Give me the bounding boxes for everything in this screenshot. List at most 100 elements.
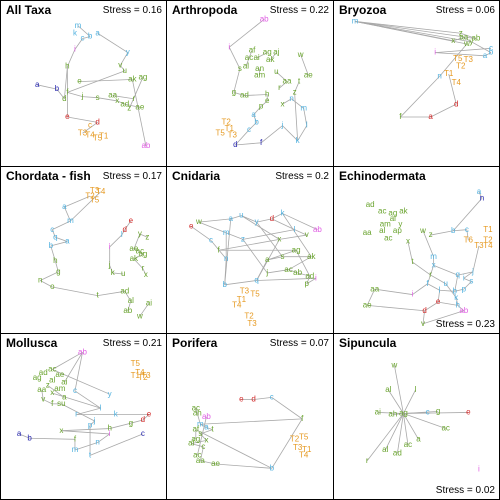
link-line <box>438 301 458 306</box>
link-line <box>139 302 150 317</box>
link-line <box>52 286 98 297</box>
point-label: d <box>62 94 66 103</box>
link-line <box>191 439 207 444</box>
link-line <box>191 443 204 448</box>
link-line <box>282 98 292 105</box>
link-line <box>117 100 125 105</box>
link-line <box>200 460 216 465</box>
panel: w e a u y d k ab m z l v x f ag a s ak ac ab ad p i q b T3 T5 T1 T4 T… <box>166 166 334 334</box>
link-line <box>228 47 241 69</box>
point-label: T1 <box>444 69 454 78</box>
link-line <box>142 414 150 421</box>
point-label: a <box>483 51 488 60</box>
link-line <box>82 36 91 40</box>
point-label: ac <box>404 440 412 449</box>
point-label: ab <box>141 141 150 150</box>
point-label: T3 <box>90 186 100 195</box>
point-label: T5 <box>453 54 463 63</box>
panel-title: Arthropoda <box>172 3 238 17</box>
link-line <box>271 218 295 231</box>
point-label: al <box>188 439 194 448</box>
panel-title: All Taxa <box>6 3 52 17</box>
link-line <box>355 21 467 45</box>
link-line <box>403 413 446 429</box>
point-label: p <box>305 279 310 288</box>
point-label: b <box>222 280 227 289</box>
link-line <box>457 305 465 312</box>
link-line <box>195 429 272 469</box>
point-label: e <box>265 96 270 105</box>
panel: a n ad ac ag ak ai am y aa al ap ac x w z b c T1 T6 T2 T3 T4 m x… <box>333 166 500 334</box>
link-line <box>64 195 91 208</box>
link-line <box>282 125 298 141</box>
point-label: n <box>480 193 484 202</box>
link-line <box>52 392 101 409</box>
point-label: aa <box>37 385 46 394</box>
point-label: T3 <box>474 241 484 250</box>
point-label: b <box>489 48 494 57</box>
point-label: d <box>270 214 274 223</box>
point-label: T2 <box>244 311 254 320</box>
point-label: b <box>55 84 60 93</box>
stress-value: Stress = 0.07 <box>269 338 329 349</box>
point-label: d <box>95 118 99 127</box>
link-line <box>303 108 308 126</box>
point-label: n <box>38 276 42 285</box>
link-line <box>37 84 57 90</box>
stress-value: Stress = 0.16 <box>102 5 162 16</box>
link-line <box>54 260 59 272</box>
point-label: T4 <box>135 368 145 377</box>
point-label: af <box>192 425 199 434</box>
point-label: aa <box>196 456 205 465</box>
point-label: y <box>108 389 112 398</box>
link-line <box>367 304 425 312</box>
point-label: c <box>81 34 85 43</box>
point-label: al <box>385 385 391 394</box>
link-line <box>422 310 425 324</box>
link-line <box>279 81 288 89</box>
point-label: ab <box>260 14 269 23</box>
point-label: o <box>50 282 55 291</box>
point-label: a <box>428 112 433 121</box>
link-line <box>97 433 110 443</box>
point-label: r <box>142 264 145 273</box>
link-line <box>29 437 75 440</box>
point-label: r <box>133 94 136 103</box>
link-line <box>430 230 454 236</box>
panel-title: Chordata - fish <box>6 169 91 183</box>
link-line <box>89 433 144 456</box>
link-line <box>198 221 227 234</box>
point-label: T2 <box>222 118 232 127</box>
link-line <box>142 268 147 276</box>
point-label: g <box>129 418 133 427</box>
point-label: h <box>265 90 269 99</box>
link-line <box>424 301 439 312</box>
link-line <box>300 54 309 76</box>
link-line <box>119 65 126 72</box>
point-label: f <box>260 138 263 147</box>
point-label: ai <box>253 53 259 62</box>
link-line <box>18 433 30 439</box>
point-label: z <box>241 235 245 244</box>
point-label: k <box>296 136 301 145</box>
point-label: ae <box>129 244 138 253</box>
panel-title: Echinodermata <box>339 169 426 183</box>
point-label: z <box>459 28 463 37</box>
point-label: m <box>197 419 204 428</box>
point-label: ak <box>266 55 275 64</box>
link-line <box>427 265 435 284</box>
point-label: T5 <box>250 290 260 299</box>
point-label: c <box>88 121 92 130</box>
link-line <box>67 116 98 123</box>
link-line <box>256 259 268 281</box>
panel-title: Cnidaria <box>172 169 221 183</box>
point-label: t <box>89 451 92 460</box>
link-line <box>128 77 144 109</box>
point-label: x <box>59 426 63 435</box>
link-line <box>191 226 212 241</box>
panel-title: Bryozoa <box>339 3 387 17</box>
link-line <box>198 218 231 223</box>
link-line <box>437 290 441 303</box>
link-line <box>463 37 492 53</box>
